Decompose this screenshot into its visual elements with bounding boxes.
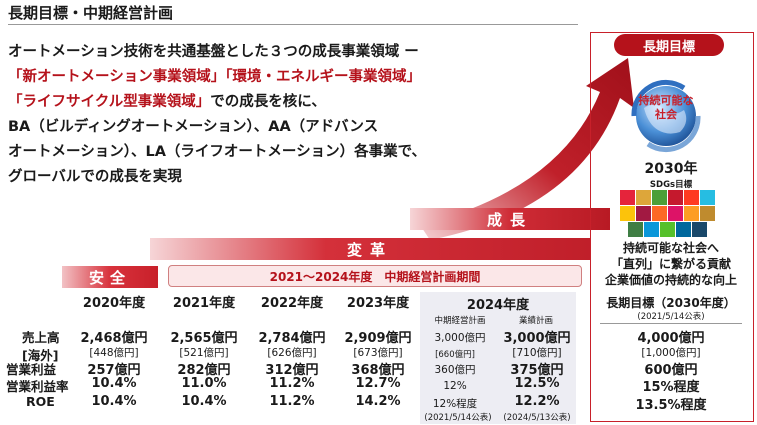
- fy2024-forecast-op-margin: 12.5%: [514, 376, 560, 391]
- band-growth: 成長: [410, 208, 610, 230]
- goal-date: (2021/5/14公表): [637, 312, 705, 322]
- sustainable-globe-icon: [631, 79, 701, 153]
- overseas-value: [521億円]: [179, 347, 229, 359]
- fy2024-plan-op-margin: 12%: [443, 380, 467, 392]
- op-income-value: 312億円: [265, 363, 319, 378]
- intro-line-1: オートメーション技術を共通基盤とした３つの成長事業領域 ー: [8, 44, 419, 60]
- plan-period-bar: 2021～2024年度 中期経営計画期間: [168, 265, 582, 287]
- goal-roe: 13.5%程度: [635, 398, 707, 413]
- goal-tagline-3: 企業価値の持続的な向上: [604, 273, 737, 287]
- overseas-value: [673億円]: [353, 347, 403, 359]
- fy2024-plan-op-income: 360億円: [434, 364, 476, 376]
- fy2024-forecast-roe: 12.2%: [514, 394, 560, 409]
- year-header: 2021年度: [172, 296, 236, 311]
- sdg-goal-icon: [668, 190, 683, 205]
- sdg-goal-icon: [620, 206, 635, 221]
- sdgs-label: SDGs目標: [649, 180, 693, 190]
- goal-op-margin: 15%程度: [642, 380, 700, 395]
- year-header: 2020年度: [82, 296, 146, 311]
- fy2024-forecast-overseas: [710億円]: [512, 347, 562, 359]
- sdg-goal-icon: [636, 206, 651, 221]
- sdg-goal-icon: [652, 206, 667, 221]
- roe-value: 10.4%: [181, 394, 227, 409]
- label-sales: 売上高: [22, 330, 60, 345]
- label-roe: ROE: [26, 394, 55, 409]
- op-income-value: 257億円: [87, 363, 141, 378]
- globe-caption-line-2: 社会: [655, 108, 677, 121]
- year-header: 2023年度: [346, 296, 410, 311]
- sales-value: 2,468億円: [80, 331, 148, 346]
- sdg-goal-icon: [700, 190, 715, 205]
- sdg-goal-icon: [636, 190, 651, 205]
- roe-value: 10.4%: [91, 394, 137, 409]
- fy2024-plan-date: (2021/5/14公表): [424, 413, 492, 423]
- fy2024-plan-roe: 12%程度: [432, 398, 478, 410]
- op-margin-value: 12.7%: [355, 376, 401, 391]
- sdg-goal-icon: [660, 222, 675, 237]
- goal-sales: 4,000億円: [637, 331, 705, 346]
- fy2024-forecast-op-income: 375億円: [510, 363, 564, 378]
- op-income-value: 368億円: [351, 363, 405, 378]
- op-margin-value: 11.2%: [269, 376, 315, 391]
- goal-op-income: 600億円: [644, 363, 698, 378]
- sales-value: 2,909億円: [344, 331, 412, 346]
- long-term-goal-box: [590, 32, 754, 422]
- intro-line-2: 「新オートメーション事業領域」「環境・エネルギー事業領域」: [8, 69, 421, 85]
- sdg-goal-icon: [692, 222, 707, 237]
- intro-text: オートメーション技術を共通基盤とした３つの成長事業領域 ー 「新オートメーション…: [8, 40, 426, 190]
- label-op-margin: 営業利益率: [6, 379, 69, 394]
- fy2024-forecast-sales: 3,000億円: [503, 331, 571, 346]
- globe-caption-line-1: 持続可能な: [638, 94, 694, 107]
- fy2024-header: 2024年度: [466, 298, 530, 313]
- label-op-income: 営業利益: [6, 362, 57, 377]
- fy2024-forecast-label: 業績計画: [518, 316, 553, 326]
- op-margin-value: 11.0%: [181, 376, 227, 391]
- intro-line-6: グローバルでの成長を実現: [8, 169, 182, 185]
- sales-value: 2,565億円: [170, 331, 238, 346]
- goal-tagline: 持続可能な社会へ 「直列」に繋がる貢献 企業価値の持続的な向上: [592, 240, 750, 288]
- goal-divider: [600, 323, 742, 324]
- op-income-value: 282億円: [177, 363, 231, 378]
- sdg-goal-icon: [620, 190, 635, 205]
- roe-value: 11.2%: [269, 394, 315, 409]
- intro-line-5: オートメーション）、LA（ライフオートメーション）各事業で、: [8, 144, 427, 160]
- label-overseas: [海外]: [22, 348, 59, 363]
- page-title: 長期目標・中期経営計画: [8, 4, 174, 22]
- fy2024-plan-label: 中期経営計画: [434, 316, 486, 326]
- globe-caption: 持続可能な 社会: [620, 94, 712, 122]
- band-safety: 安全: [62, 266, 158, 288]
- sdg-goal-icon: [644, 222, 659, 237]
- sdg-goal-icon: [628, 222, 643, 237]
- sdgs-icon-grid: [620, 190, 730, 238]
- sales-value: 2,784億円: [258, 331, 326, 346]
- sdg-goal-icon: [652, 190, 667, 205]
- overseas-value: [448億円]: [89, 347, 139, 359]
- fy2024-forecast-date: (2024/5/13公表): [503, 413, 571, 423]
- sdg-goal-icon: [676, 222, 691, 237]
- year-header: 2022年度: [260, 296, 324, 311]
- fy2024-panel: [420, 292, 576, 424]
- fy2024-plan-sales: 3,000億円: [434, 332, 486, 344]
- intro-line-3-red: 「ライフサイクル型事業領域」: [8, 94, 211, 110]
- goal-tagline-1: 持続可能な社会へ: [622, 241, 719, 255]
- band-transformation: 変革: [150, 238, 590, 260]
- sdg-goal-icon: [668, 206, 683, 221]
- intro-line-3-rest: での成長を核に、: [210, 94, 326, 110]
- op-margin-value: 10.4%: [91, 376, 137, 391]
- goal-year: 2030年: [644, 161, 698, 177]
- roe-value: 14.2%: [355, 394, 401, 409]
- fy2024-plan-overseas: [660億円]: [435, 350, 475, 360]
- goal-overseas: [1,000億円]: [641, 347, 701, 359]
- long-term-goal-tag: 長期目標: [614, 34, 724, 56]
- title-underline: [8, 24, 578, 25]
- sdg-goal-icon: [684, 190, 699, 205]
- goal-tagline-2: 「直列」に繋がる貢献: [610, 257, 731, 271]
- goal-heading: 長期目標（2030年度）: [606, 296, 736, 310]
- sdg-goal-icon: [684, 206, 699, 221]
- intro-line-4: BA（ビルディングオートメーション）、AA（アドバンス: [8, 119, 379, 135]
- overseas-value: [626億円]: [267, 347, 317, 359]
- sdg-goal-icon: [700, 206, 715, 221]
